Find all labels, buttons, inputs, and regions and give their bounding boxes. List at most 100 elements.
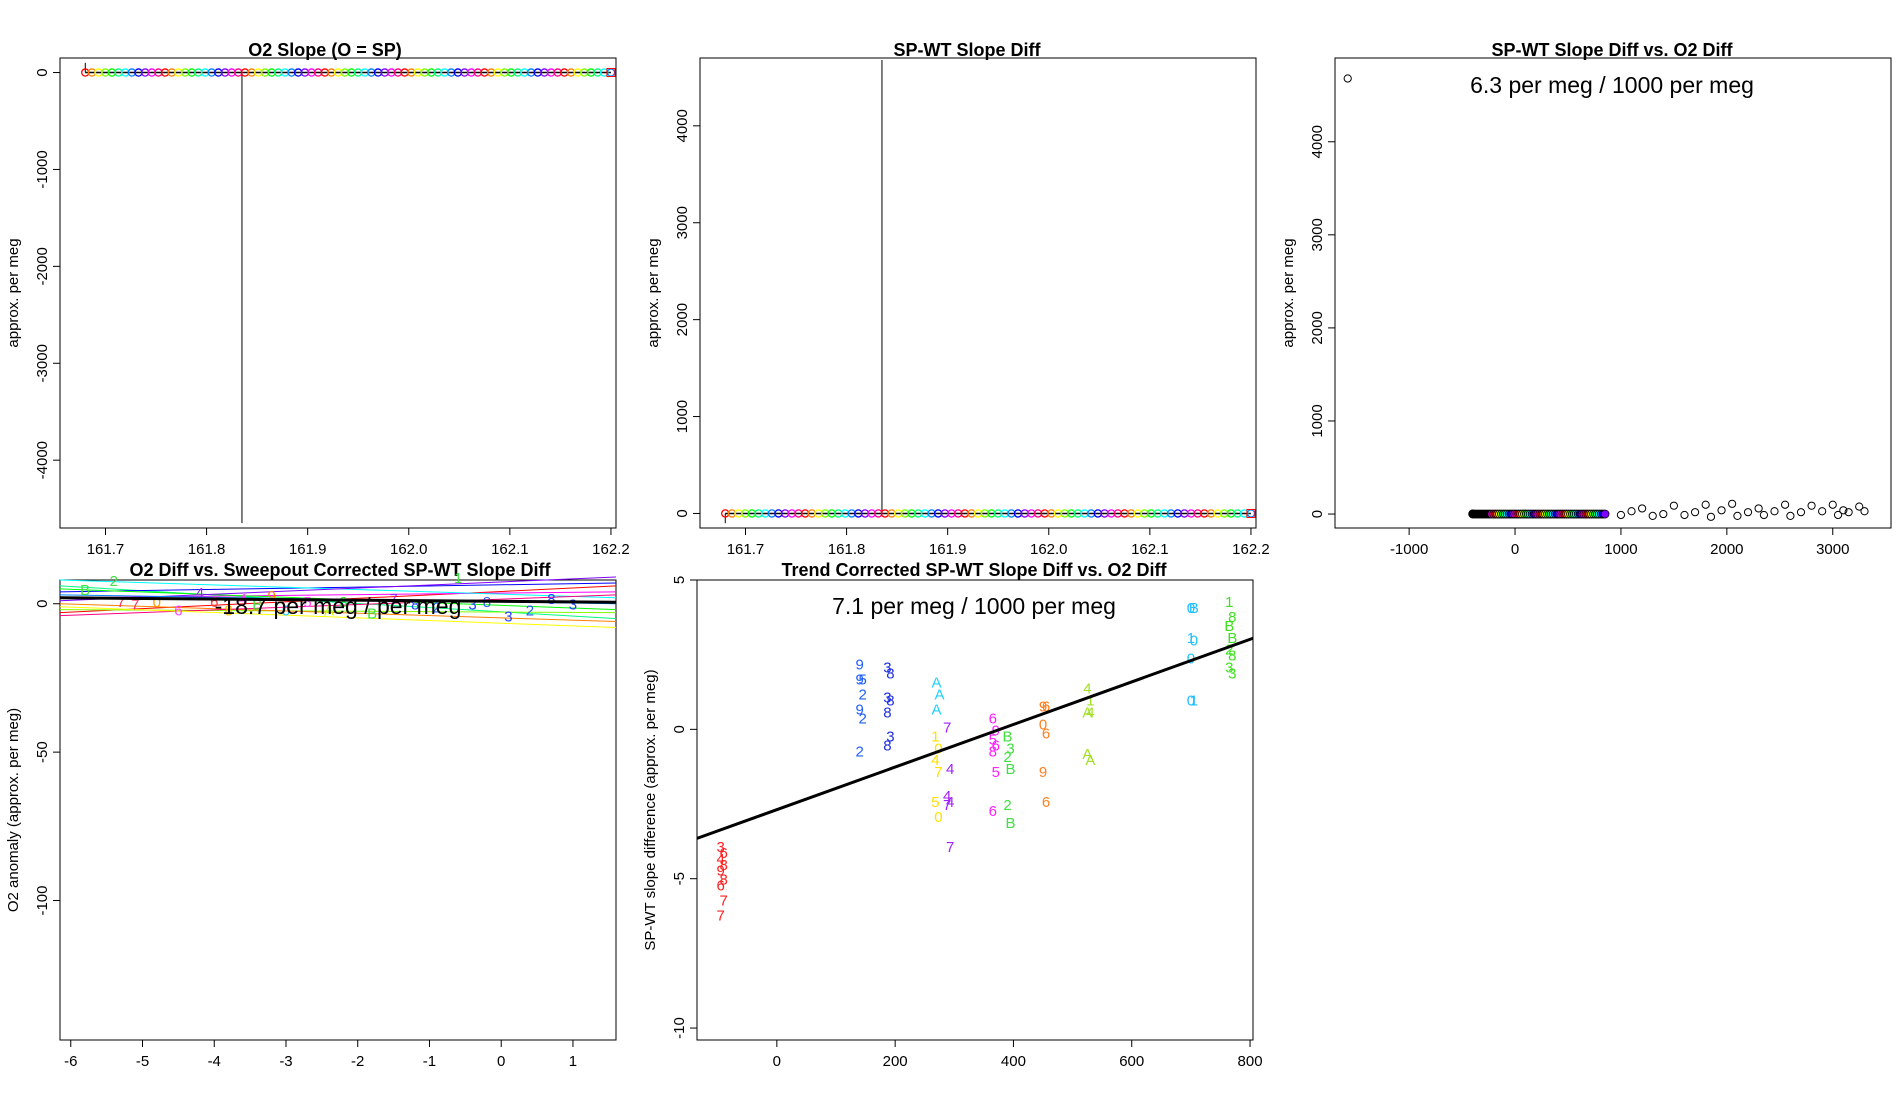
point-label: 1 — [454, 570, 462, 587]
point-label: 8 — [411, 597, 419, 614]
point-label: 3 — [883, 689, 891, 706]
point-label: 6 — [1042, 698, 1050, 715]
point-label: A — [1082, 704, 1092, 721]
point-label: 8 — [1228, 648, 1236, 665]
y-tick-label: 0 — [1309, 510, 1326, 518]
point-label: 3 — [886, 728, 894, 745]
point-label: 1 — [1190, 692, 1198, 709]
data-point — [1343, 74, 1352, 83]
point-label: B — [80, 582, 90, 599]
point-label: 2 — [432, 600, 440, 617]
y-tick-label: -1000 — [34, 150, 51, 188]
panel-o2-slope-marks — [81, 62, 616, 524]
point-label: 9 — [1039, 764, 1047, 781]
point-label: 0 — [1039, 716, 1047, 733]
point-label: 7 — [943, 719, 951, 736]
x-tick-label: -6 — [64, 1053, 77, 1070]
end-point — [1246, 508, 1256, 518]
series-line — [59, 582, 617, 593]
x-tick-label: 800 — [1238, 1053, 1263, 1070]
point-label: 8 — [719, 872, 727, 889]
data-point — [1833, 510, 1843, 520]
panel-sp-wt-slope-diff-marks — [721, 59, 1256, 524]
point-label: 6 — [210, 594, 218, 611]
point-label: 6 — [989, 710, 997, 727]
point-label: 6 — [719, 845, 727, 862]
panel-sp-wt-slope-diff: SP-WT Slope Diff approx. per meg 161.7 16… — [645, 40, 1270, 558]
x-tick-label: 161.7 — [87, 541, 125, 558]
point-label: 0 — [1187, 692, 1195, 709]
y-tick-label: 4000 — [1309, 125, 1326, 158]
panel-sp-wt-slope-diff-y-axis-label: approx. per meg — [645, 238, 662, 347]
point-label: 2 — [526, 603, 534, 620]
panel-trend-corrected: Trend Corrected SP-WT Slope Diff vs. O2 … — [642, 560, 1263, 1070]
fit-line — [59, 596, 617, 604]
data-point — [1770, 507, 1779, 516]
data-point — [1839, 506, 1848, 515]
panel-trend-corrected-annotation: 7.1 per meg / 1000 per meg — [832, 593, 1116, 619]
point-label: 6 — [174, 603, 182, 620]
point-label: 4 — [716, 851, 724, 868]
point-label: 0 — [934, 809, 942, 826]
y-tick-label: 2000 — [674, 303, 691, 336]
x-tick-label: -3 — [279, 1053, 292, 1070]
x-tick-label: 1 — [569, 1053, 577, 1070]
point-label: 2 — [1003, 749, 1011, 766]
point-label: 8 — [547, 591, 555, 608]
point-label: 0 — [282, 603, 290, 620]
data-point — [1818, 507, 1827, 516]
panel-o2-diff-vs-sweepout-y-axis-label: O2 anomaly (approx. per meg) — [5, 708, 22, 912]
point-label: 5 — [989, 731, 997, 748]
y-tick-label: 3000 — [1309, 218, 1326, 251]
point-label: 9 — [855, 701, 863, 718]
data-point — [1669, 501, 1678, 510]
x-tick-label: 162.0 — [1030, 541, 1068, 558]
point-label: 7 — [946, 839, 954, 856]
panel-o2-diff-vs-sweepout: O2 Diff vs. Sweepout Corrected SP-WT Slo… — [5, 560, 617, 1070]
data-point — [1659, 509, 1668, 519]
panel-slope-diff-vs-o2-diff-title: SP-WT Slope Diff vs. O2 Diff — [1491, 40, 1733, 60]
x-tick-label: 162.2 — [592, 541, 630, 558]
data-point — [1733, 511, 1742, 521]
data-point — [1706, 512, 1716, 521]
panel-sp-wt-slope-diff-axes: 161.7 161.8 161.9 162.0 162.1 162.2 0 1000 2000 3… — [674, 109, 1270, 558]
data-point — [1627, 507, 1636, 516]
series-line — [59, 606, 617, 628]
data-point — [1828, 500, 1837, 509]
point-label: A — [1085, 752, 1095, 769]
data-point — [1860, 507, 1869, 516]
point-label: A — [935, 687, 945, 704]
panel-sp-wt-slope-diff-plot-area — [699, 57, 1257, 529]
point-label: 4 — [946, 761, 954, 778]
data-point — [1701, 500, 1710, 509]
point-label: 3 — [569, 597, 577, 614]
point-label: 7 — [716, 908, 724, 925]
point-label: 3 — [1225, 660, 1233, 677]
point-label: 9 — [1039, 698, 1047, 715]
point-label: 8 — [883, 704, 891, 721]
point-label: 4 — [946, 794, 954, 811]
point-label: 2 — [855, 743, 863, 760]
x-tick-label: -5 — [136, 1053, 149, 1070]
y-tick-label: -5 — [671, 872, 688, 885]
point-label: 3 — [468, 597, 476, 614]
panel-o2-diff-vs-sweepout-annotation: -18.7 per meg / per meg — [215, 593, 462, 619]
data-point — [1759, 510, 1769, 520]
point-label: 1 — [1225, 594, 1233, 611]
panel-slope-diff-vs-o2-diff-annotation: 6.3 per meg / 1000 per meg — [1470, 72, 1754, 98]
point-label: 9 — [855, 672, 863, 689]
point-label: 0 — [153, 594, 161, 611]
y-tick-label: -2000 — [34, 247, 51, 285]
panel-o2-diff-vs-sweepout-plot-area — [59, 579, 617, 1041]
x-tick-label: -4 — [208, 1053, 221, 1070]
point-label: 8 — [886, 692, 894, 709]
point-label: 2 — [1003, 797, 1011, 814]
panel-slope-diff-vs-o2-diff-marks — [1343, 74, 1869, 521]
cluster-point — [1600, 509, 1610, 519]
fit-line — [696, 636, 1254, 840]
panel-sp-wt-slope-diff-title: SP-WT Slope Diff — [894, 40, 1042, 60]
data-point — [1855, 502, 1864, 511]
panel-o2-slope-y-axis-label: approx. per meg — [5, 238, 22, 347]
x-tick-label: -2 — [351, 1053, 364, 1070]
